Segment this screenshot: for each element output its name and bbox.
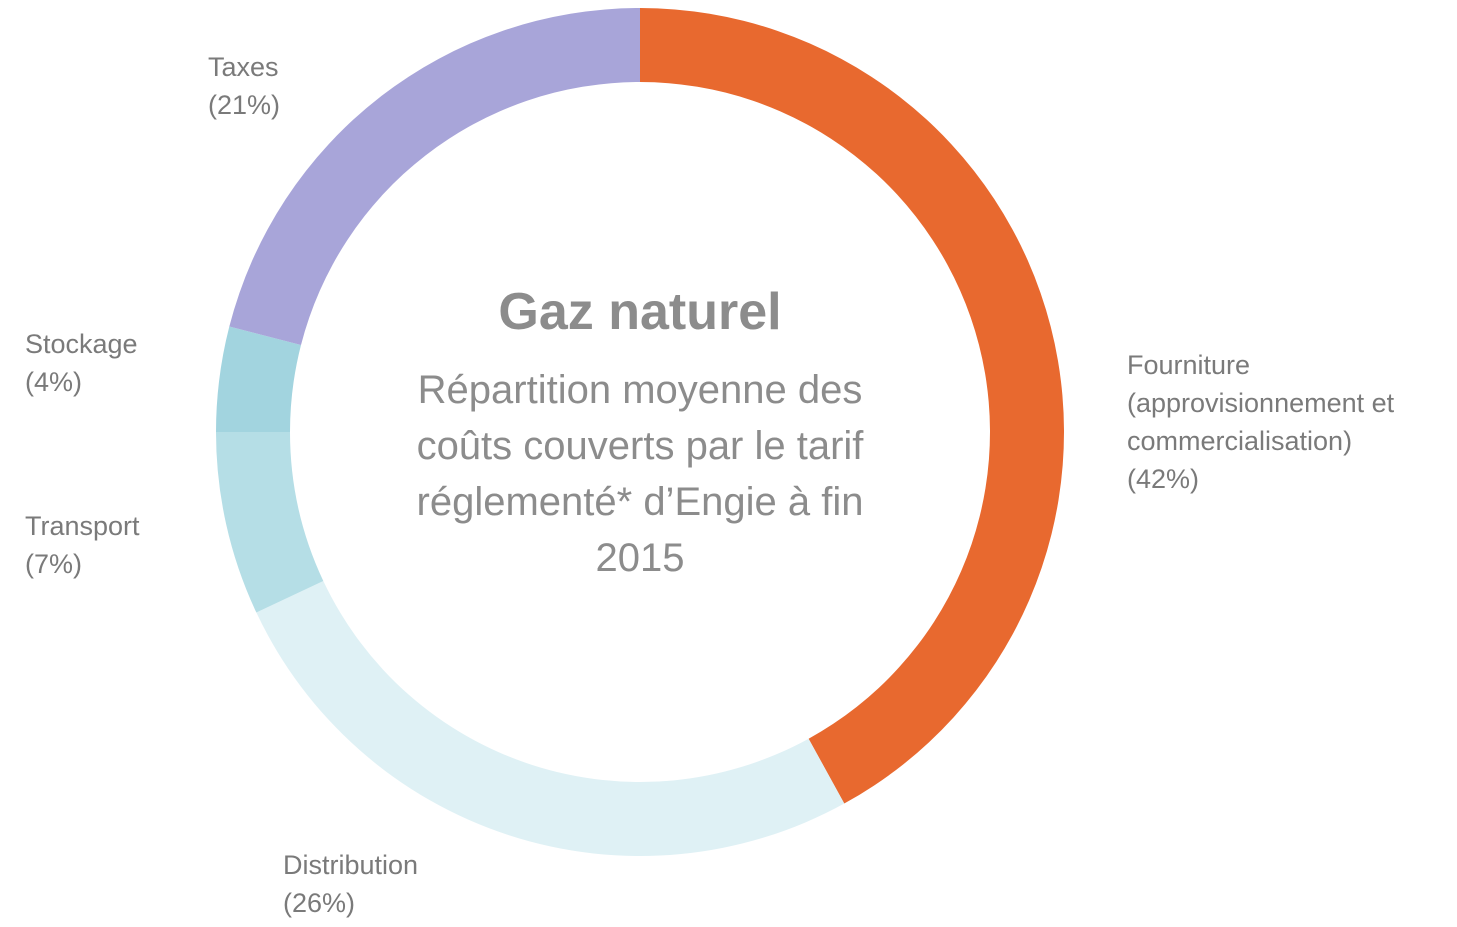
value-label: (7%) <box>25 549 83 579</box>
slice-label: Taxes (21%) <box>208 48 408 124</box>
category-label: Stockage <box>25 329 138 359</box>
donut-slice <box>216 432 324 613</box>
donut-slice <box>640 8 1065 804</box>
donut-slice <box>256 581 845 856</box>
slice-label: Distribution (26%) <box>283 846 543 922</box>
category-label: Distribution <box>283 850 419 880</box>
chart-subtitle: Répartition moyenne des coûts couverts p… <box>416 368 864 580</box>
value-label: (42%) <box>1127 464 1200 494</box>
category-label: Taxes <box>208 52 279 82</box>
value-label: (4%) <box>25 367 83 397</box>
slice-label: Transport (7%) <box>25 507 225 583</box>
slice-label: Fourniture (approvisionnement et commerc… <box>1127 346 1457 498</box>
value-label: (26%) <box>283 888 356 918</box>
category-label: Transport <box>25 511 140 541</box>
category-label: Fourniture (approvisionnement et commerc… <box>1127 350 1395 456</box>
donut-slice <box>229 8 640 345</box>
value-label: (21%) <box>208 90 281 120</box>
slice-label: Stockage (4%) <box>25 325 225 401</box>
chart-title: Gaz naturel <box>498 283 782 341</box>
donut-slice <box>216 326 301 432</box>
